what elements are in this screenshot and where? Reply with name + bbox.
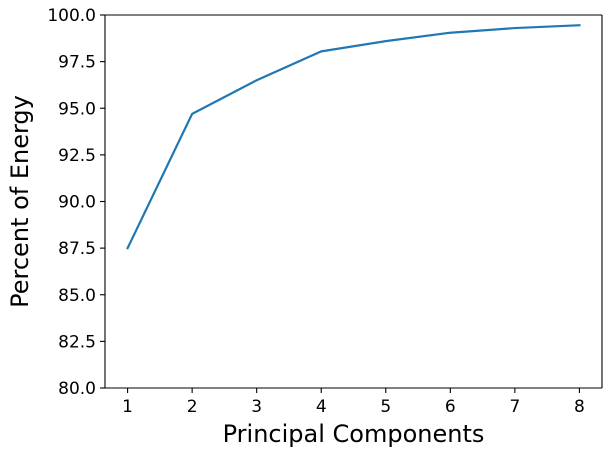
y-tick-label: 100.0 [47,6,96,26]
x-tick-label: 7 [509,397,520,417]
x-tick-label: 4 [316,397,327,417]
y-tick-label: 85.0 [58,286,96,306]
x-tick-label: 6 [445,397,456,417]
y-tick-label: 80.0 [58,379,96,399]
x-axis-title: Principal Components [223,420,485,448]
x-tick-label: 5 [380,397,391,417]
x-axis-ticks: 1 2 3 4 5 6 7 8 [122,388,585,417]
x-tick-label: 2 [187,397,198,417]
y-tick-label: 82.5 [58,332,96,352]
series-line [126,24,581,250]
y-tick-label: 92.5 [58,146,96,166]
y-tick-label: 90.0 [58,193,96,213]
y-tick-label: 95.0 [58,99,96,119]
y-axis-ticks: 80.0 82.5 85.0 87.5 90.0 92.5 95.0 97.5 100.0 [47,6,105,399]
x-tick-label: 8 [574,397,585,417]
y-tick-label: 87.5 [58,239,96,259]
y-axis-title: Percent of Energy [6,95,34,308]
x-tick-label: 3 [251,397,262,417]
y-tick-label: 97.5 [58,53,96,73]
plot-area [126,24,581,250]
x-tick-label: 1 [122,397,133,417]
